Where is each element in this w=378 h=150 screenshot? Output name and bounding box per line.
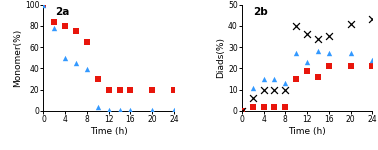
Point [62,25,68,27]
Point [40,3,46,6]
Point [62,57,68,59]
Point [304,61,310,63]
Point [260,78,266,80]
Point [315,37,321,40]
X-axis label: Time (h): Time (h) [288,127,326,136]
Point [40,3,46,6]
Point [51,20,57,23]
Point [171,109,177,111]
Point [51,27,57,29]
Text: 2b: 2b [254,7,268,17]
Point [369,59,375,61]
Point [271,106,277,108]
Point [315,76,321,78]
Point [127,109,133,111]
Point [282,82,288,84]
Point [293,52,299,55]
Point [293,78,299,80]
Point [171,88,177,91]
Y-axis label: Diads(%): Diads(%) [216,37,225,78]
Point [239,110,245,112]
Point [239,110,245,112]
Point [315,50,321,52]
Point [326,52,332,55]
Point [106,109,112,111]
Point [282,106,288,108]
Point [106,88,112,91]
Point [347,22,353,25]
Point [73,62,79,64]
Point [326,35,332,38]
Point [95,78,101,80]
Point [84,40,90,43]
Point [260,106,266,108]
Point [271,88,277,91]
Point [271,78,277,80]
Point [304,69,310,72]
Point [149,88,155,91]
Point [250,86,256,89]
Point [95,106,101,108]
X-axis label: Time (h): Time (h) [90,127,128,136]
Point [73,30,79,32]
Point [369,65,375,68]
Point [116,88,122,91]
Point [326,65,332,68]
Point [84,68,90,71]
Point [250,106,256,108]
Point [293,25,299,27]
Point [116,109,122,111]
Point [149,109,155,111]
Point [347,65,353,68]
Point [347,52,353,55]
Point [127,88,133,91]
Point [282,88,288,91]
Point [250,97,256,99]
Point [260,88,266,91]
Text: 2a: 2a [55,7,70,17]
Point [369,18,375,21]
Y-axis label: Monomer(%): Monomer(%) [13,29,22,87]
Point [304,33,310,36]
